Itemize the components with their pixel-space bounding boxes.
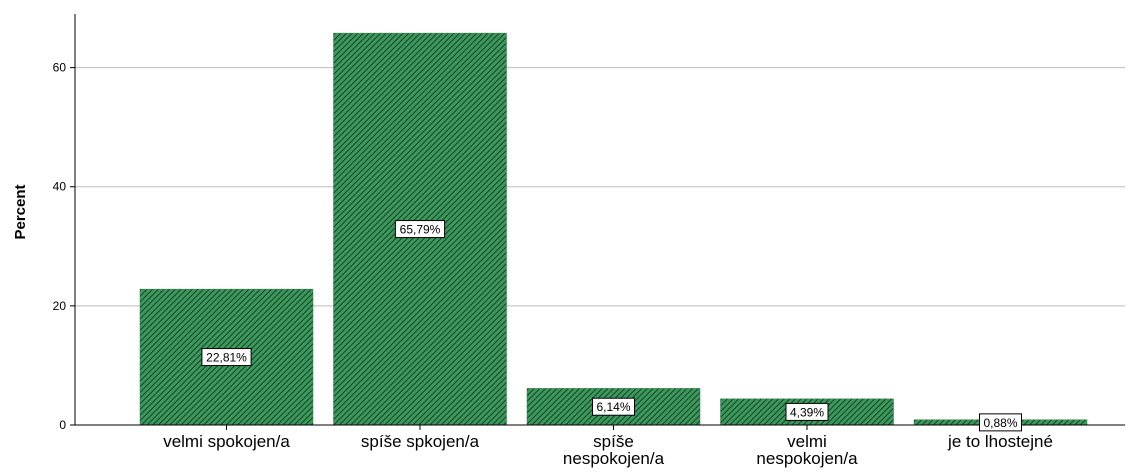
y-tick-label: 60	[53, 61, 67, 75]
data-label: 6,14%	[596, 400, 630, 414]
y-axis-title: Percent	[12, 184, 29, 239]
y-tick-label: 20	[53, 299, 67, 313]
x-tick-label: spíše spkojen/a	[361, 432, 480, 451]
x-tick-label: spíše	[593, 432, 634, 451]
x-tick-label: je to lhostejné	[947, 432, 1053, 451]
data-label-box	[979, 413, 1022, 432]
bars	[139, 32, 1088, 426]
data-label-box	[592, 397, 635, 416]
data-label: 0,88%	[983, 416, 1017, 430]
data-label: 65,79%	[400, 223, 441, 237]
x-tick-label: velmi	[787, 432, 827, 451]
gridlines	[75, 67, 1125, 307]
axes: 0 20 40 60 velmi spokojen/a spíše spkojen/a sp…	[53, 14, 1125, 468]
x-tick-label: nespokojen/a	[756, 449, 858, 468]
data-label-box	[201, 348, 252, 367]
data-label: 22,81%	[206, 351, 247, 365]
y-tick-label: 0	[59, 418, 66, 432]
data-label-box	[394, 220, 446, 239]
data-label: 4,39%	[790, 405, 824, 419]
data-label-box	[785, 402, 829, 421]
y-tick-label: 40	[53, 180, 67, 194]
x-tick-label: velmi spokojen/a	[163, 432, 290, 451]
data-labels: 22,81% 65,79% 6,14% 4,39% 0,88%	[201, 220, 1022, 432]
x-tick-label: nespokojen/a	[563, 449, 665, 468]
